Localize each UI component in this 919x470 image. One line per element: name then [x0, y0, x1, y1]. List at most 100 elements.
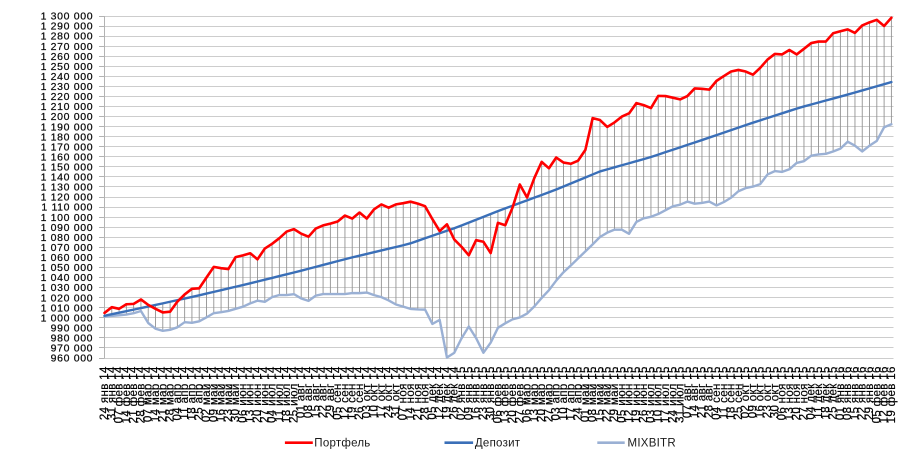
- svg-text:1 200 000: 1 200 000: [41, 111, 94, 123]
- svg-text:960 000: 960 000: [51, 353, 94, 365]
- svg-text:1 020 000: 1 020 000: [41, 292, 94, 304]
- svg-text:29 май 15: 29 май 15: [609, 366, 621, 422]
- svg-text:27 июн 14: 27 июн 14: [259, 366, 271, 423]
- svg-text:09 янв 15: 09 янв 15: [463, 366, 475, 420]
- svg-text:24 июл 15: 24 июл 15: [667, 366, 679, 423]
- svg-text:20 фев 15: 20 фев 15: [507, 366, 519, 423]
- svg-text:1 000 000: 1 000 000: [41, 312, 94, 324]
- svg-text:1 100 000: 1 100 000: [41, 212, 94, 224]
- svg-text:29 авг 14: 29 авг 14: [325, 366, 337, 418]
- svg-text:06 ноя 15: 06 ноя 15: [777, 366, 789, 420]
- svg-text:17 окт 14: 17 окт 14: [376, 366, 388, 418]
- svg-text:24 окт 14: 24 окт 14: [383, 366, 395, 418]
- svg-text:20 ноя 15: 20 ноя 15: [791, 366, 803, 420]
- svg-text:01 янв 16: 01 янв 16: [835, 366, 847, 420]
- svg-text:13 фев 15: 13 фев 15: [500, 366, 512, 423]
- svg-text:16 окт 15: 16 окт 15: [755, 366, 767, 418]
- svg-text:11 апр 14: 11 апр 14: [179, 366, 191, 420]
- svg-text:28 фев 14: 28 фев 14: [135, 366, 147, 423]
- svg-text:14 фев 14: 14 фев 14: [121, 366, 133, 423]
- svg-text:06 мар 15: 06 мар 15: [522, 366, 534, 422]
- svg-text:1 150 000: 1 150 000: [41, 161, 94, 173]
- svg-text:21 ноя 14: 21 ноя 14: [412, 366, 424, 420]
- svg-text:21 фев 14: 21 фев 14: [128, 366, 140, 423]
- svg-text:15 авг 14: 15 авг 14: [310, 366, 322, 418]
- svg-text:13 июн 14: 13 июн 14: [245, 366, 257, 423]
- svg-text:17 апр 15: 17 апр 15: [565, 366, 577, 420]
- svg-text:1 090 000: 1 090 000: [41, 222, 94, 234]
- svg-text:23 май 14: 23 май 14: [223, 366, 235, 422]
- svg-text:1 250 000: 1 250 000: [41, 61, 94, 73]
- svg-text:26 дек 14: 26 дек 14: [449, 366, 461, 420]
- svg-text:23 янв 15: 23 янв 15: [478, 366, 490, 420]
- svg-text:1 260 000: 1 260 000: [41, 51, 94, 63]
- svg-text:11 июл 14: 11 июл 14: [274, 366, 286, 422]
- svg-text:18 апр 14: 18 апр 14: [186, 366, 198, 420]
- svg-text:18 сен 15: 18 сен 15: [726, 366, 738, 420]
- svg-text:07 мар 14: 07 мар 14: [143, 366, 155, 422]
- svg-text:21 авг 15: 21 авг 15: [696, 366, 708, 418]
- svg-text:11 дек 15: 11 дек 15: [813, 366, 825, 418]
- svg-text:17 июл 15: 17 июл 15: [660, 366, 672, 423]
- svg-text:25 дек 15: 25 дек 15: [828, 366, 840, 419]
- svg-text:990 000: 990 000: [51, 322, 94, 334]
- svg-text:25 июл 14: 25 июл 14: [288, 366, 300, 423]
- svg-text:15 май 15: 15 май 15: [594, 366, 606, 422]
- svg-text:22 авг 14: 22 авг 14: [318, 366, 330, 418]
- svg-text:16 май 14: 16 май 14: [216, 366, 228, 422]
- svg-text:22 янв 16: 22 янв 16: [857, 366, 869, 420]
- svg-text:1 180 000: 1 180 000: [41, 131, 94, 143]
- svg-text:21 мар 14: 21 мар 14: [157, 366, 169, 422]
- svg-text:12 дек 14: 12 дек 14: [434, 366, 446, 420]
- svg-text:08 май 15: 08 май 15: [587, 366, 599, 422]
- svg-text:04 сен 15: 04 сен 15: [711, 366, 723, 420]
- svg-text:1 040 000: 1 040 000: [41, 272, 94, 284]
- svg-text:Депозит: Депозит: [475, 438, 521, 450]
- svg-text:1 240 000: 1 240 000: [41, 71, 94, 83]
- svg-text:04 дек 15: 04 дек 15: [806, 366, 818, 419]
- svg-text:1 210 000: 1 210 000: [41, 101, 94, 113]
- svg-text:MIXBITR: MIXBITR: [628, 438, 676, 450]
- svg-text:26 сен 14: 26 сен 14: [354, 366, 366, 420]
- svg-text:25 сен 15: 25 сен 15: [733, 366, 745, 420]
- svg-text:09 май 14: 09 май 14: [208, 366, 220, 422]
- svg-text:18 июл 14: 18 июл 14: [281, 366, 293, 423]
- svg-text:27 фев 15: 27 фев 15: [514, 366, 526, 423]
- svg-text:27 мар 15: 27 мар 15: [543, 366, 555, 422]
- svg-text:1 300 000: 1 300 000: [41, 11, 94, 23]
- svg-text:19 сен 14: 19 сен 14: [347, 366, 359, 420]
- svg-text:07 авг 15: 07 авг 15: [682, 366, 694, 418]
- svg-text:18 дек 15: 18 дек 15: [820, 366, 832, 419]
- svg-text:980 000: 980 000: [51, 332, 94, 344]
- svg-text:1 290 000: 1 290 000: [41, 21, 94, 33]
- svg-text:02 май 14: 02 май 14: [201, 366, 213, 422]
- svg-text:1 060 000: 1 060 000: [41, 252, 94, 264]
- svg-text:05 дек 14: 05 дек 14: [427, 366, 439, 420]
- svg-text:30 янв 15: 30 янв 15: [485, 366, 497, 420]
- svg-text:31 окт 14: 31 окт 14: [390, 366, 402, 418]
- svg-text:12 фев 16: 12 фев 16: [879, 366, 891, 423]
- svg-text:30 окт 15: 30 окт 15: [769, 366, 781, 418]
- svg-text:04 июл 14: 04 июл 14: [267, 366, 279, 423]
- svg-text:10 апр 15: 10 апр 15: [558, 366, 570, 420]
- svg-text:28 авг 15: 28 авг 15: [704, 366, 716, 418]
- svg-text:19 июн 15: 19 июн 15: [631, 366, 643, 423]
- svg-text:19 дек 14: 19 дек 14: [441, 366, 453, 420]
- svg-text:24 янв 14: 24 янв 14: [99, 366, 111, 420]
- svg-text:07 фев 14: 07 фев 14: [114, 366, 126, 423]
- svg-text:29 янв 16: 29 янв 16: [864, 366, 876, 420]
- svg-text:10 июл 15: 10 июл 15: [653, 366, 665, 423]
- svg-text:25 апр 14: 25 апр 14: [194, 366, 206, 420]
- svg-text:07 ноя 14: 07 ноя 14: [398, 366, 410, 420]
- svg-text:03 окт 14: 03 окт 14: [361, 366, 373, 418]
- svg-text:1 190 000: 1 190 000: [41, 121, 94, 133]
- svg-text:14 ноя 14: 14 ноя 14: [405, 366, 417, 420]
- svg-text:24 апр 15: 24 апр 15: [573, 366, 585, 420]
- svg-text:31 янв 14: 31 янв 14: [106, 366, 118, 420]
- svg-text:Портфель: Портфель: [314, 438, 370, 450]
- svg-text:1 130 000: 1 130 000: [41, 182, 94, 194]
- svg-text:20 июн 14: 20 июн 14: [252, 366, 264, 423]
- svg-text:28 мар 14: 28 мар 14: [165, 366, 177, 422]
- svg-text:13 мар 15: 13 мар 15: [529, 366, 541, 422]
- svg-text:12 сен 14: 12 сен 14: [339, 366, 351, 420]
